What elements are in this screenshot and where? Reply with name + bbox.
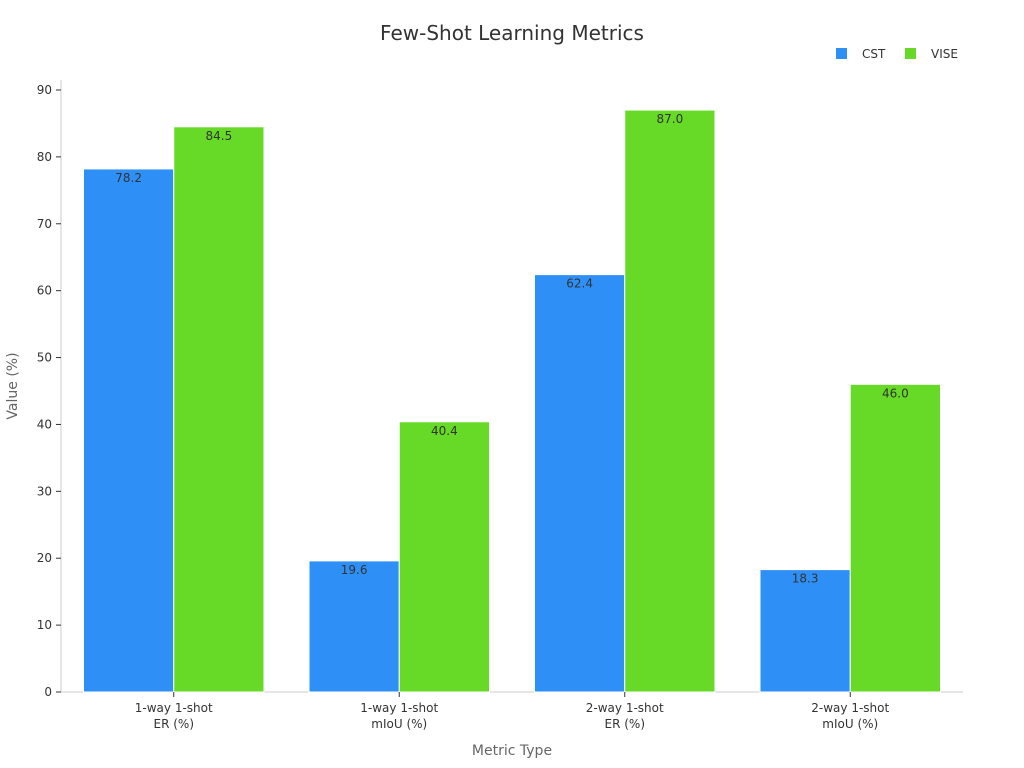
x-tick-label-1-line-1: mIoU (%) [371,717,427,731]
y-tick-label-30: 30 [37,484,52,498]
data-label-vise-1: 40.4 [431,424,458,438]
bar-vise-2 [624,109,716,693]
x-axis-title: Metric Type [472,743,552,759]
bar-cst-0 [83,168,175,693]
data-label-cst-2: 62.4 [566,277,593,291]
y-tick-label-10: 10 [37,618,52,632]
x-tick-label-0-line-0: 1-way 1-shot [135,701,213,715]
x-tick-label-2-line-0: 2-way 1-shot [586,701,664,715]
y-axis-title: Value (%) [5,352,21,419]
x-axis-ticks: 1-way 1-shot ER (%) 1-way 1-shot mIoU (%) 2-… [135,692,890,731]
legend-label-cst: CST [862,47,886,61]
legend-label-vise: VISE [931,47,958,61]
y-tick-label-0: 0 [44,685,52,699]
y-tick-label-70: 70 [37,217,52,231]
x-tick-label-3-line-0: 2-way 1-shot [811,701,889,715]
x-tick-label-0-line-1: ER (%) [154,717,195,731]
data-label-cst-0: 78.2 [115,171,142,185]
data-label-vise-2: 87.0 [657,112,684,126]
data-label-vise-3: 46.0 [882,386,909,400]
legend-swatch-vise [905,48,916,59]
y-tick-label-80: 80 [37,150,52,164]
y-tick-label-40: 40 [37,417,52,431]
bar-cst-3 [759,569,851,693]
bar-vise-0 [173,126,265,693]
bar-vise-3 [849,383,941,693]
data-label-vise-0: 84.5 [206,129,233,143]
x-tick-label-2-line-1: ER (%) [605,717,646,731]
bar-cst-2 [534,274,626,693]
y-tick-label-60: 60 [37,284,52,298]
chart-title: Few-Shot Learning Metrics [380,21,644,45]
bars [83,109,941,693]
bar-vise-1 [398,421,490,693]
data-labels: 78.2 84.5 19.6 40.4 62.4 87.0 18.3 46.0 [115,112,908,586]
x-tick-label-1-line-0: 1-way 1-shot [360,701,438,715]
legend: CST VISE [836,47,958,61]
data-label-cst-1: 19.6 [341,563,368,577]
y-tick-label-90: 90 [37,83,52,97]
data-label-cst-3: 18.3 [792,572,819,586]
y-tick-label-50: 50 [37,351,52,365]
y-tick-label-20: 20 [37,551,52,565]
x-tick-label-3-line-1: mIoU (%) [822,717,878,731]
bar-cst-1 [308,560,400,693]
legend-swatch-cst [836,48,847,59]
y-axis-ticks: 0 10 20 30 40 50 60 70 80 90 [37,83,61,699]
